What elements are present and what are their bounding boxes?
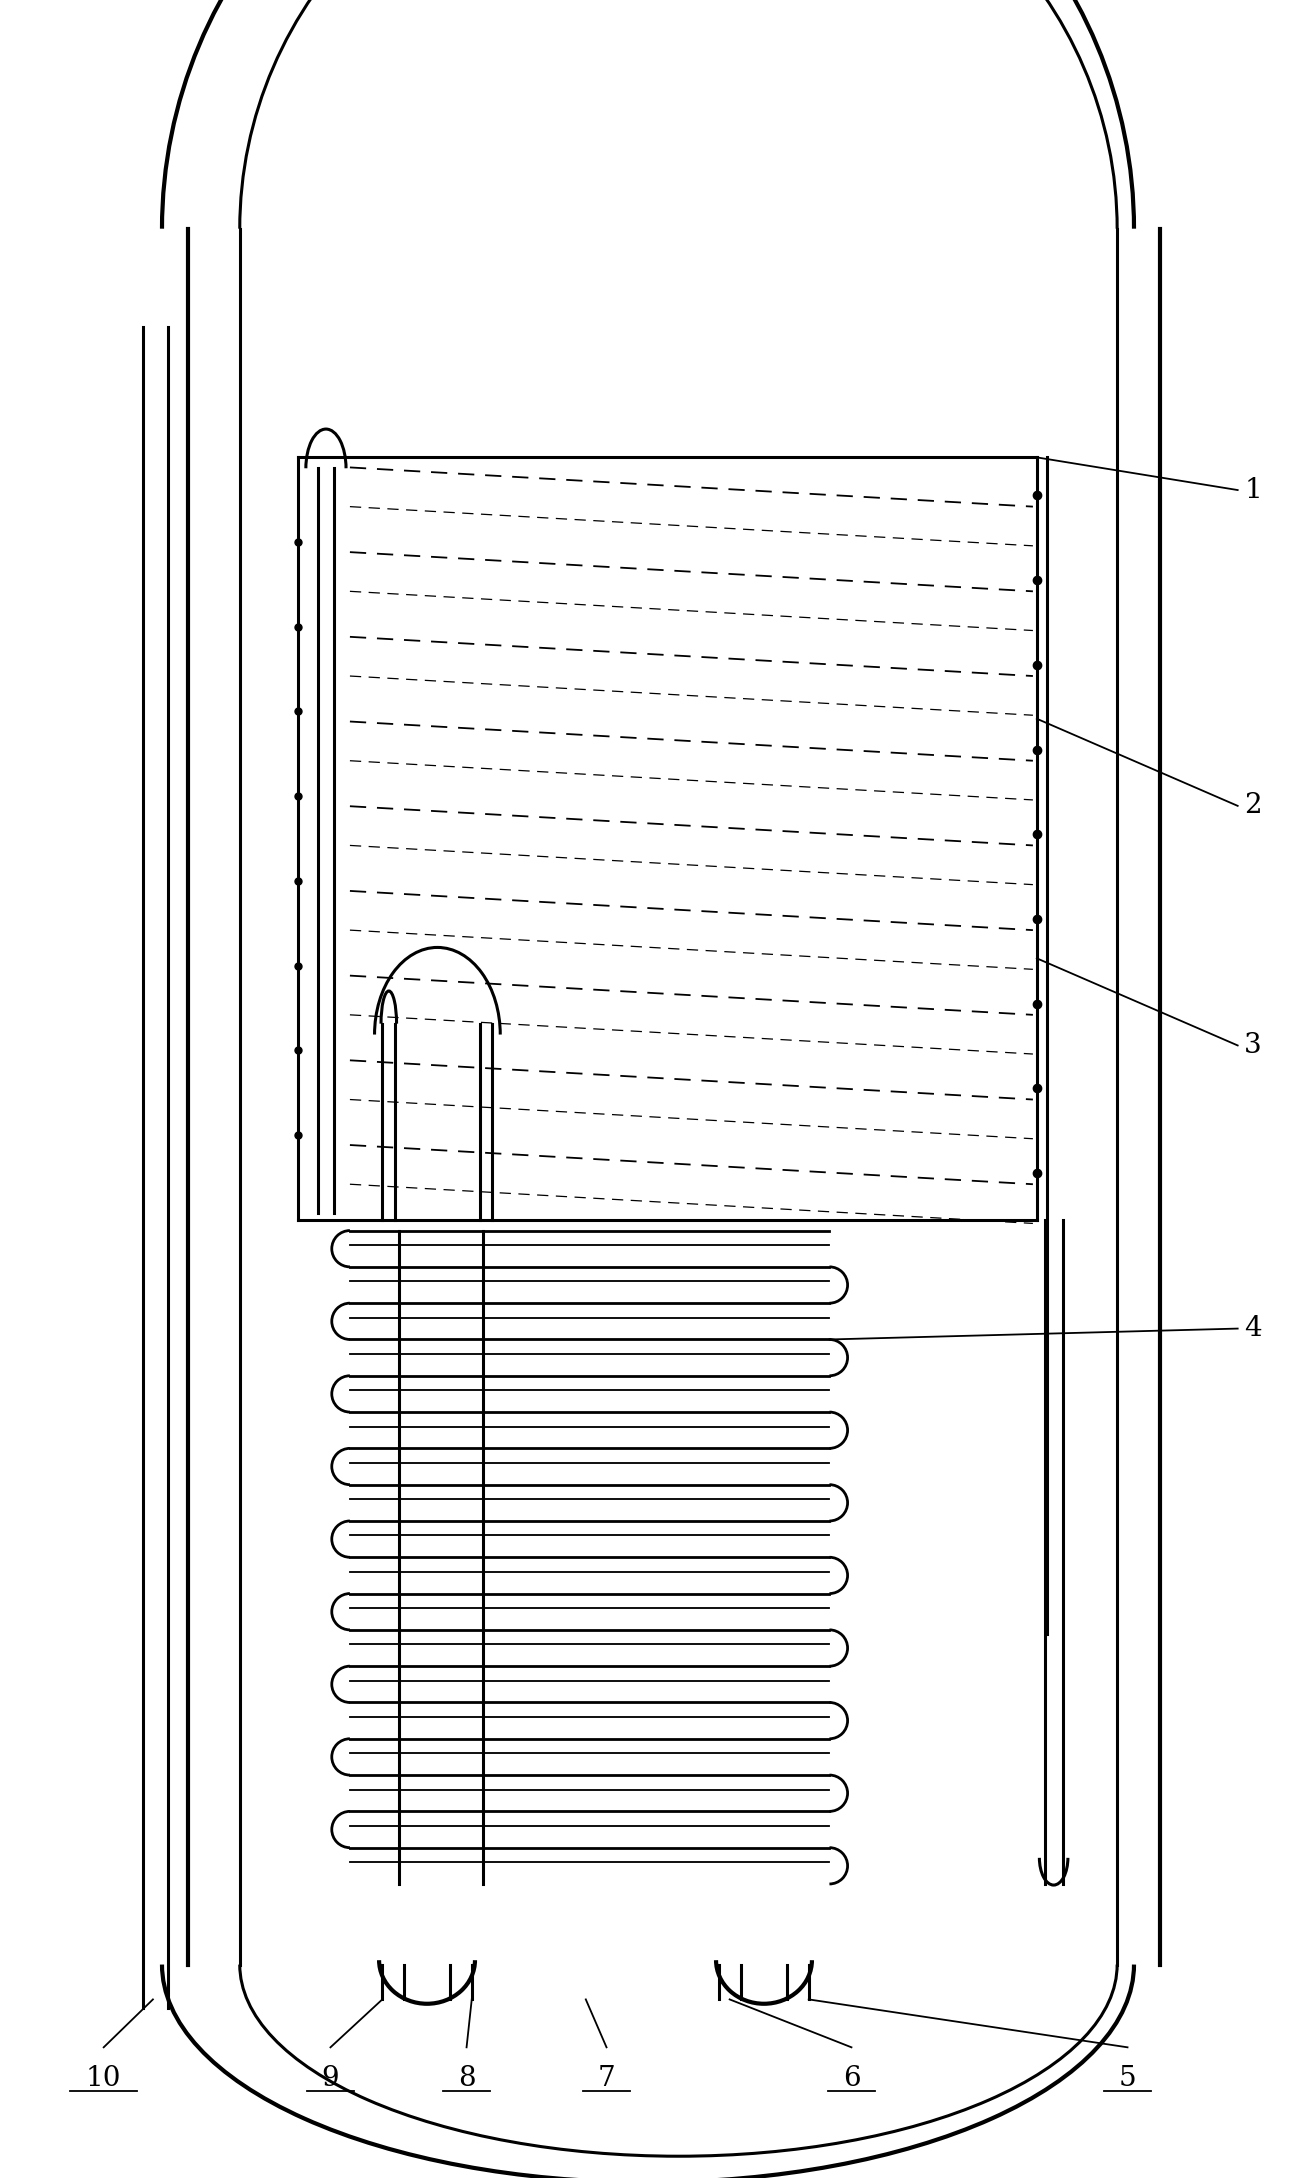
Text: 4: 4	[1244, 1316, 1262, 1342]
Text: 5: 5	[1118, 2065, 1137, 2091]
Text: 8: 8	[457, 2065, 476, 2091]
Text: 6: 6	[842, 2065, 861, 2091]
Text: 9: 9	[321, 2065, 340, 2091]
Text: 1: 1	[1244, 477, 1262, 503]
Text: 2: 2	[1244, 793, 1262, 819]
Text: 7: 7	[597, 2065, 616, 2091]
Text: 3: 3	[1244, 1032, 1262, 1059]
Text: 10: 10	[86, 2065, 122, 2091]
